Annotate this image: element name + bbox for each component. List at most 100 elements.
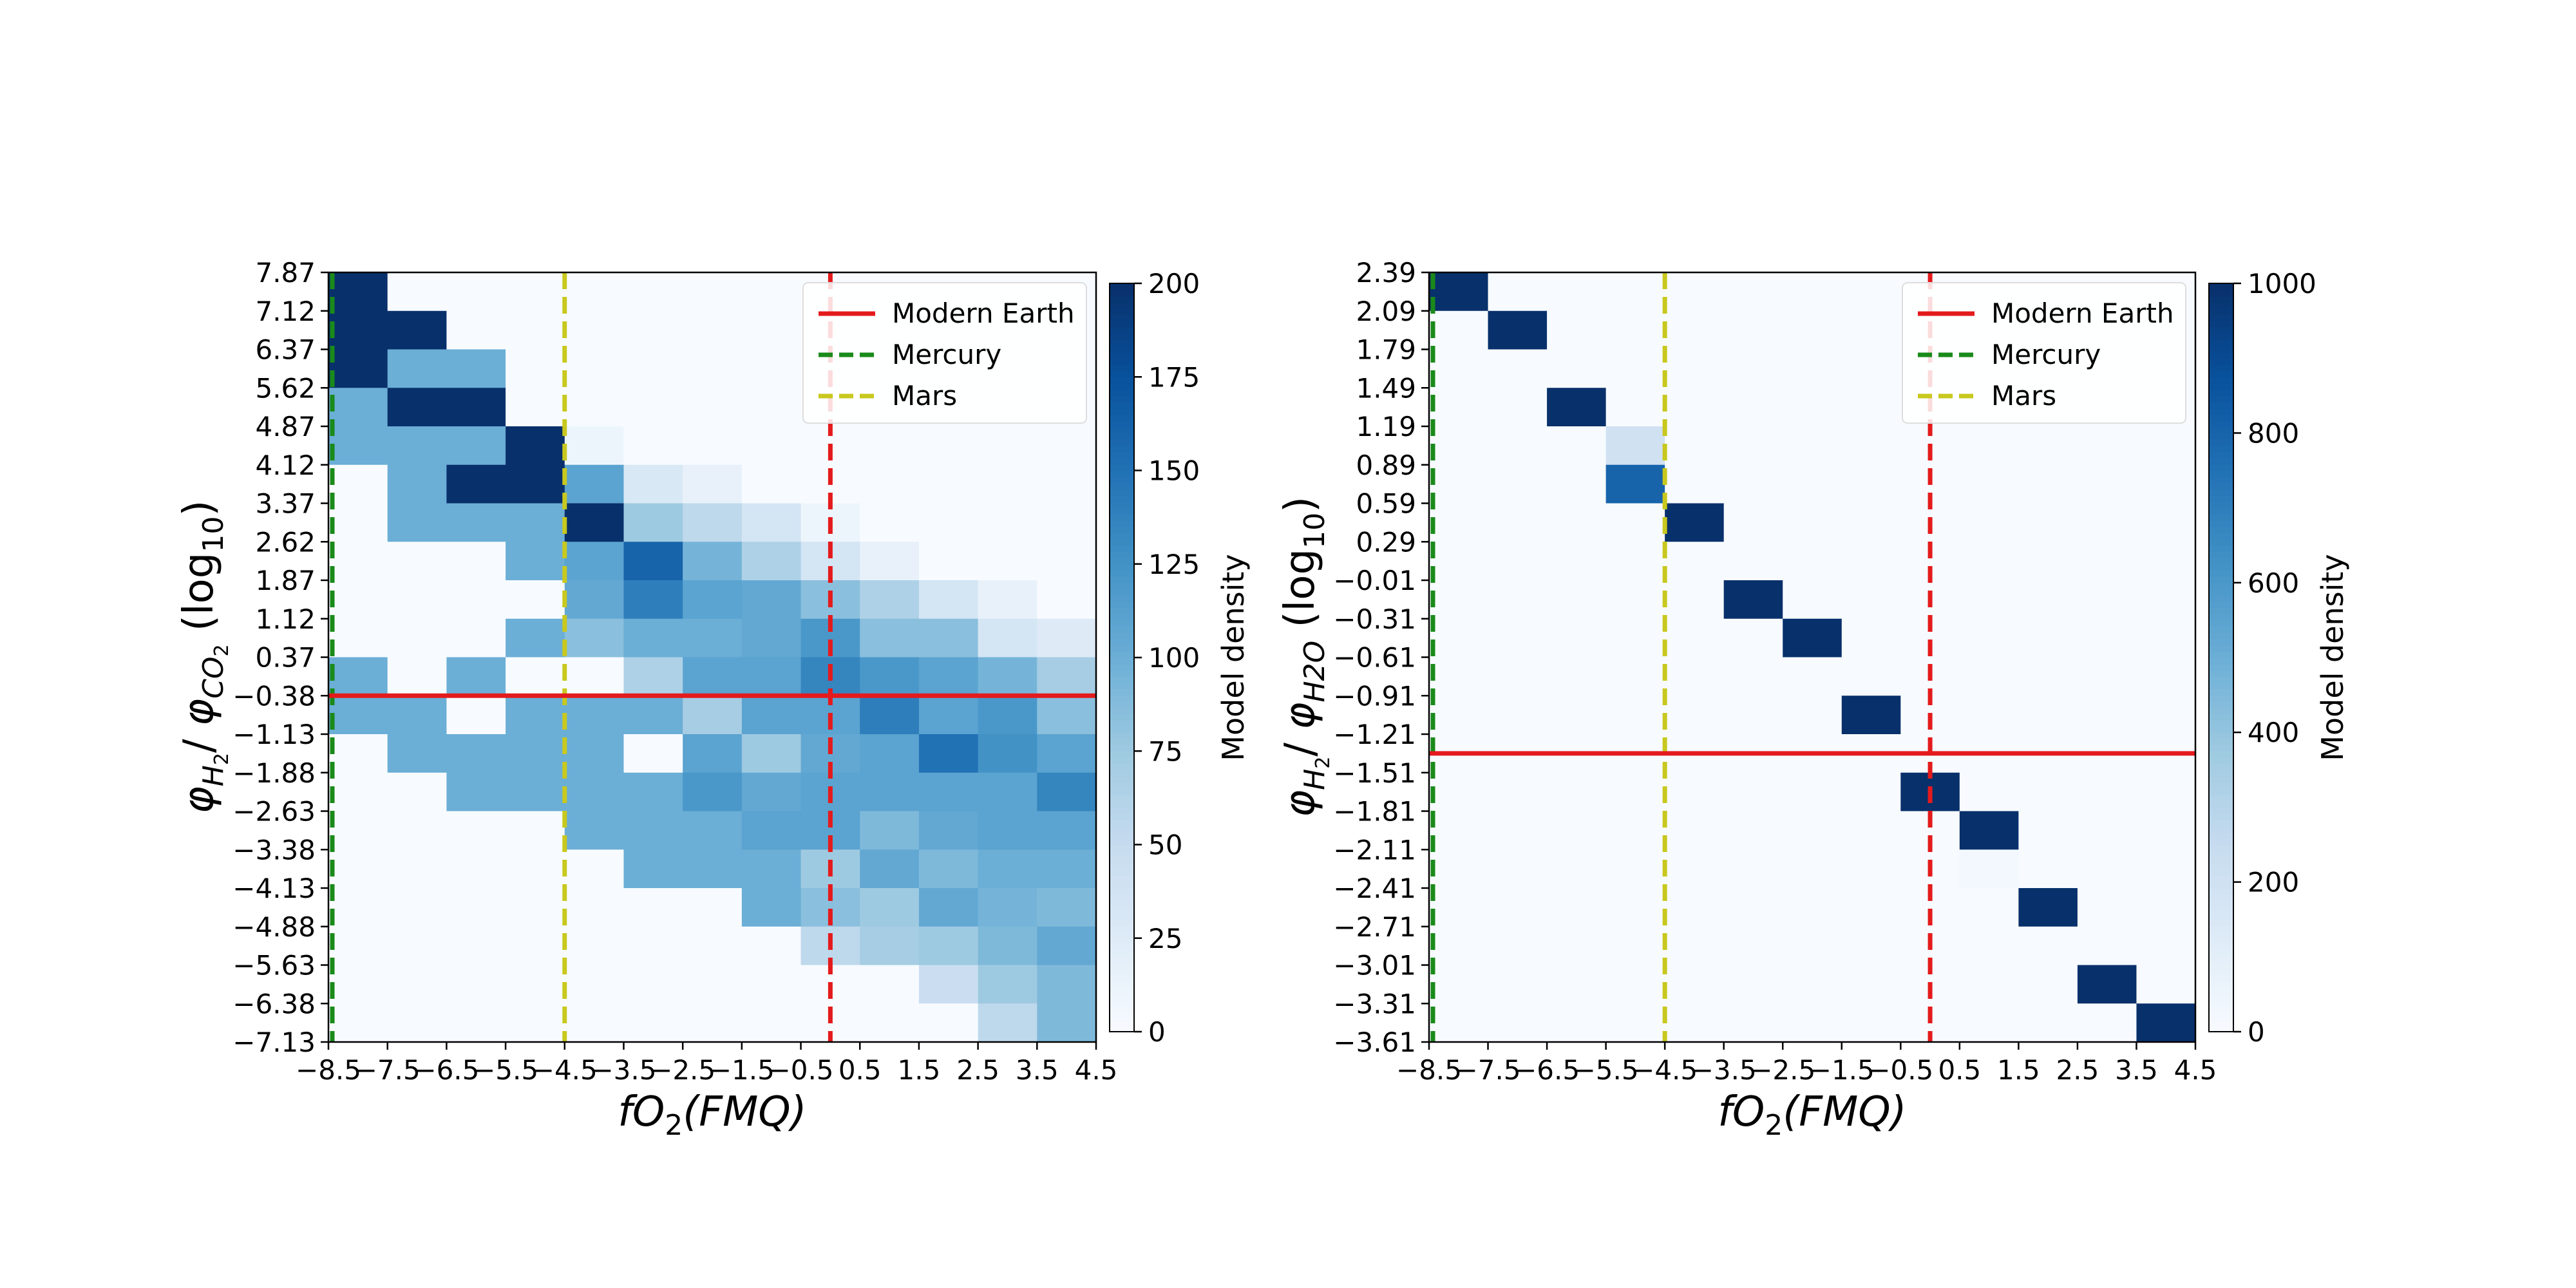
- colorbar-segment: [1110, 539, 1134, 546]
- heatmap-cell: [1429, 618, 1489, 658]
- colorbar-segment: [2209, 395, 2233, 402]
- right-heatmap-panel: −8.5−7.5−6.5−5.5−4.5−3.5−2.5−1.5−0.5 0.5 1…: [1276, 257, 2350, 1142]
- colorbar-segment: [1110, 401, 1134, 409]
- heatmap-cell: [1037, 503, 1097, 542]
- colorbar-segment: [2209, 339, 2233, 346]
- heatmap-cell: [2077, 811, 2137, 850]
- heatmap-cell: [446, 388, 506, 427]
- heatmap-cell: [1488, 272, 1548, 312]
- colorbar-segment: [2209, 732, 2233, 739]
- heatmap-cell: [978, 426, 1037, 466]
- heatmap-cell: [564, 696, 625, 735]
- colorbar-segment: [1110, 888, 1134, 895]
- colorbar-segment: [1110, 981, 1134, 989]
- heatmap-cell: [564, 849, 625, 889]
- heatmap-cell: [506, 503, 565, 542]
- heatmap-cell: [860, 965, 920, 1004]
- heatmap-cell: [1547, 580, 1607, 620]
- colorbar-frame: [2208, 283, 2234, 1032]
- heatmap-cell: [741, 464, 802, 504]
- heatmap-cell: [446, 503, 506, 542]
- heatmap-cell: [1605, 388, 1665, 427]
- heatmap-cell: [564, 272, 625, 312]
- colorbar-segment: [1110, 826, 1134, 833]
- heatmap-cell: [506, 388, 565, 427]
- heatmap-cell: [978, 503, 1037, 542]
- heatmap-cell: [506, 965, 565, 1004]
- colorbar-segment: [1110, 988, 1134, 995]
- heatmap-cell: [1605, 696, 1665, 735]
- colorbar-segment: [2209, 782, 2233, 789]
- heatmap-cell: [446, 657, 506, 696]
- y-tick-label: −1.88: [232, 757, 316, 789]
- colorbar-segment: [2209, 576, 2233, 583]
- colorbar-segment: [1110, 844, 1134, 851]
- heatmap-cell: [2077, 772, 2137, 812]
- colorbar-segment: [1110, 782, 1134, 789]
- colorbar-tick-label: 125: [1148, 549, 1200, 580]
- heatmap-cell: [683, 503, 743, 542]
- heatmap-cell: [1665, 811, 1725, 850]
- heatmap-cell: [1665, 542, 1725, 581]
- heatmap-cell: [1547, 388, 1607, 427]
- heatmap-cell: [446, 542, 506, 581]
- y-tick-label: 4.87: [255, 411, 316, 442]
- heatmap-cell: [918, 503, 979, 542]
- heatmap-cell: [1959, 888, 2019, 927]
- colorbar-segment: [2209, 714, 2233, 721]
- colorbar-segment: [2209, 501, 2233, 509]
- heatmap-cell: [1605, 926, 1665, 966]
- heatmap-cell: [1959, 580, 2019, 620]
- heatmap-cell: [1783, 503, 1842, 542]
- colorbar-tick-label: 0: [1148, 1016, 1166, 1048]
- heatmap-cell: [1547, 926, 1607, 966]
- heatmap-cell: [2018, 1003, 2078, 1043]
- heatmap-cell: [623, 888, 683, 927]
- heatmap-cell: [683, 464, 743, 504]
- colorbar-segment: [1110, 857, 1134, 864]
- heatmap-cell: [328, 696, 388, 735]
- x-tick-label: 0.5: [1938, 1054, 1981, 1086]
- y-tick-label: −1.13: [232, 719, 316, 750]
- heatmap-cell: [1723, 772, 1783, 812]
- heatmap-cell: [1841, 426, 1901, 466]
- heatmap-cell: [623, 503, 683, 542]
- heatmap-cell: [2136, 926, 2196, 966]
- heatmap-cell: [446, 310, 506, 350]
- colorbar-segment: [1110, 658, 1134, 665]
- colorbar-segment: [1110, 670, 1134, 677]
- heatmap-cell: [1547, 310, 1607, 350]
- heatmap-cell: [741, 426, 802, 466]
- y-tick-label: 1.79: [1356, 334, 1416, 366]
- heatmap-cell: [1547, 1003, 1607, 1043]
- heatmap-cell: [506, 696, 565, 735]
- heatmap-cell: [1037, 772, 1097, 812]
- heatmap-cell: [2136, 426, 2196, 466]
- x-tick-label: −1.5: [709, 1054, 775, 1086]
- colorbar-segment: [2209, 663, 2233, 670]
- colorbar-segment: [2209, 951, 2233, 958]
- heatmap-cell: [1841, 580, 1901, 620]
- colorbar-segment: [1110, 389, 1134, 396]
- heatmap-cell: [1841, 811, 1901, 850]
- colorbar-segment: [2209, 477, 2233, 484]
- heatmap-cell: [1429, 580, 1489, 620]
- colorbar-segment: [1110, 1007, 1134, 1014]
- heatmap-cell: [1959, 426, 2019, 466]
- heatmap-cell: [623, 542, 683, 581]
- colorbar-segment: [1110, 832, 1134, 839]
- colorbar-segment: [1110, 719, 1134, 727]
- heatmap-cell: [564, 310, 625, 350]
- colorbar-segment: [2209, 932, 2233, 939]
- heatmap-cell: [328, 503, 388, 542]
- heatmap-cell: [860, 772, 920, 812]
- colorbar-segment: [2209, 370, 2233, 377]
- heatmap-cell: [328, 657, 388, 696]
- heatmap-cell: [2077, 542, 2137, 581]
- y-tick-label: 1.49: [1356, 372, 1416, 404]
- y-tick-label: −5.63: [232, 950, 316, 981]
- colorbar-segment: [1110, 975, 1134, 983]
- heatmap-cell: [387, 772, 447, 812]
- colorbar-segment: [2209, 888, 2233, 895]
- heatmap-cell: [1959, 503, 2019, 542]
